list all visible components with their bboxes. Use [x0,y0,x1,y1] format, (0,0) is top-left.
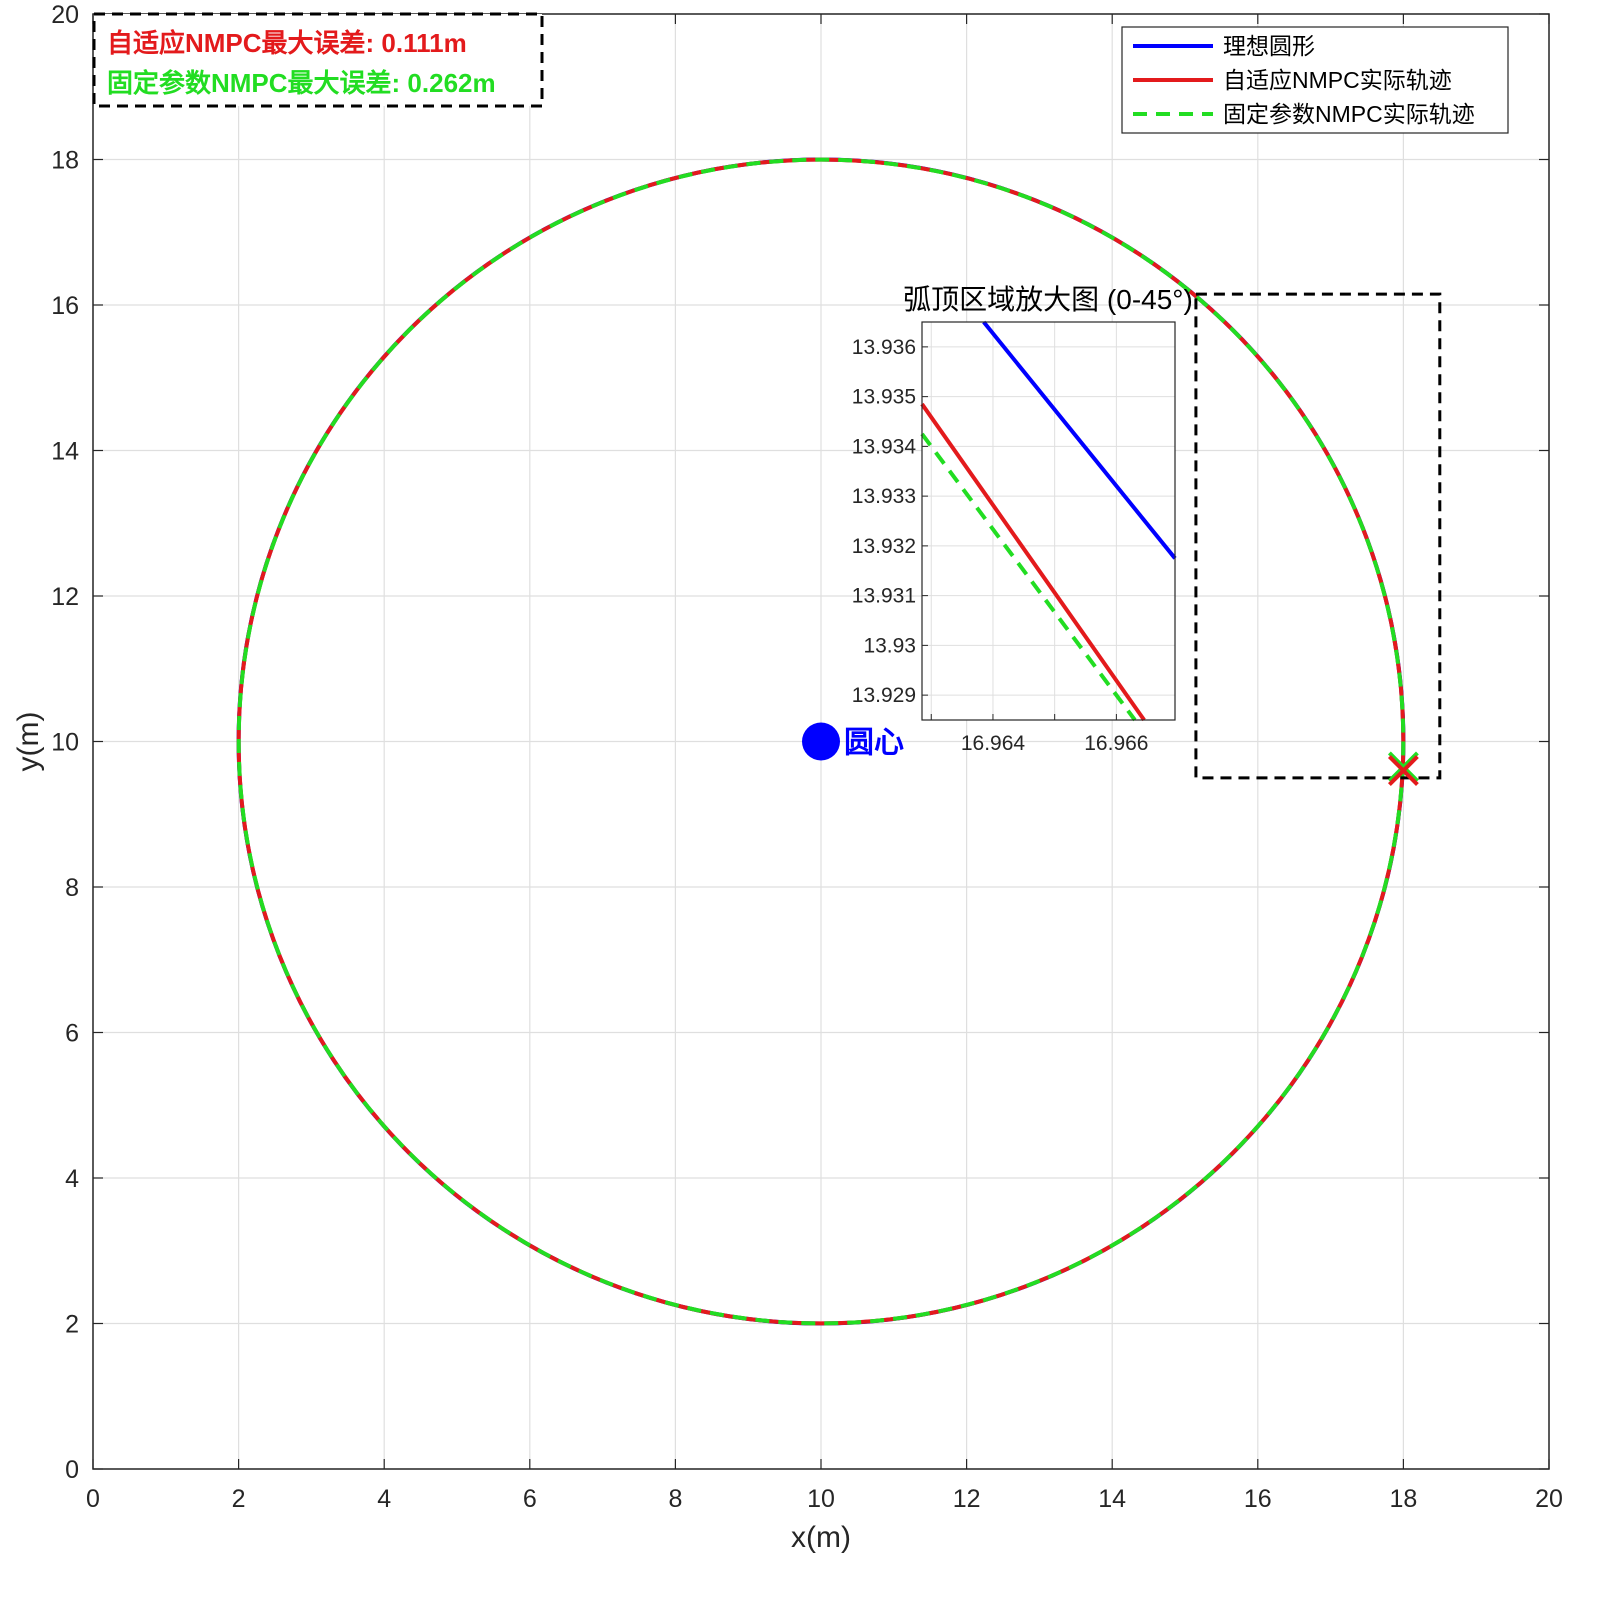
legend: 理想圆形 自适应NMPC实际轨迹 固定参数NMPC实际轨迹 [1121,26,1509,134]
series-layer [236,157,1406,1326]
center-label: 圆心 [844,726,904,761]
annotation-frame [92,12,544,108]
y-tick-label: 6 [65,1020,79,1048]
center-marker [802,722,840,761]
series-fixed-nmpc [236,157,1406,1326]
x-tick-label: 12 [953,1485,981,1513]
x-tick-label: 8 [668,1485,682,1513]
y-tick-label: 10 [51,729,79,757]
y-tick-label: 8 [65,874,79,902]
legend-label-adaptive: 自适应NMPC实际轨迹 [1223,67,1452,93]
y-tick-label: 16 [51,292,79,320]
x-tick-label: 18 [1389,1485,1417,1513]
inset-plot-area [922,322,1175,720]
y-axis-label: y(m) [12,712,45,772]
inset-grid [922,322,1175,720]
inset-y-tick-label: 13.934 [852,435,917,458]
annotation-adaptive: 自适应NMPC最大误差: 0.111m [107,28,467,58]
inset-series-fixed [920,432,1137,722]
annotation-fixed: 固定参数NMPC最大误差: 0.262m [107,68,496,98]
inset-title: 弧顶区域放大图 (0-45°) [903,284,1193,315]
x-axis-label: x(m) [791,1521,851,1554]
inset-series-adaptive [920,402,1146,722]
legend-label-fixed: 固定参数NMPC实际轨迹 [1223,101,1475,127]
end-marker-0-stroke-b [1387,751,1419,783]
axis-ticks: 0 2 4 6 8 10 12 14 16 18 20 0 2 4 6 8 10 12 14 16 18 20 [51,1,1563,1513]
x-tick-label: 0 [86,1485,100,1513]
inset-ticks: 13.936 13.935 13.934 13.933 13.932 13.931 13.9… [852,336,1149,755]
x-tick-label: 16 [1244,1485,1272,1513]
inset-x-tick-label: 16.964 [961,732,1026,755]
y-tick-label: 12 [51,583,79,611]
inset-series-ideal [982,320,1177,560]
inset-y-tick-label: 13.931 [852,585,916,608]
x-tick-label: 2 [232,1485,246,1513]
end-marker-1-stroke-b [1387,755,1419,787]
inset-y-tick-label: 13.93 [863,634,916,657]
y-tick-label: 4 [65,1165,79,1193]
inset-series [920,320,1177,722]
inset-y-tick-label: 13.929 [852,684,916,707]
x-tick-label: 6 [523,1485,537,1513]
inset-y-tick-label: 13.935 [852,386,916,409]
inset-y-tick-label: 13.936 [852,336,916,359]
y-tick-label: 20 [51,1,79,29]
y-tick-label: 14 [51,438,79,466]
x-tick-label: 20 [1535,1485,1563,1513]
zoom-region-box [1194,292,1442,780]
inset-frame [921,321,1176,721]
inset-zoom-plot: 13.936 13.935 13.934 13.933 13.932 13.931 13.9… [852,284,1193,755]
x-tick-label: 4 [377,1485,391,1513]
y-tick-label: 2 [65,1311,79,1339]
inset-y-tick-label: 13.932 [852,535,916,558]
x-tick-label: 10 [807,1485,835,1513]
y-tick-label: 18 [51,147,79,175]
max-error-annotation: 自适应NMPC最大误差: 0.111m 固定参数NMPC最大误差: 0.262m [92,12,544,108]
y-tick-label: 0 [65,1456,79,1484]
x-tick-label: 14 [1098,1485,1126,1513]
inset-x-tick-label: 16.966 [1084,732,1148,755]
end-markers [1387,751,1419,787]
legend-label-ideal: 理想圆形 [1223,33,1315,59]
plot-frame [92,13,1550,1470]
inset-y-tick-label: 13.933 [852,485,916,508]
